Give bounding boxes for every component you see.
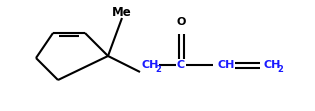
- Text: O: O: [176, 17, 186, 27]
- Text: CH: CH: [218, 60, 235, 70]
- Text: CH: CH: [142, 60, 159, 70]
- Text: 2: 2: [155, 65, 161, 74]
- Text: 2: 2: [277, 65, 283, 74]
- Text: CH: CH: [264, 60, 281, 70]
- Text: C: C: [177, 60, 185, 70]
- Text: Me: Me: [112, 6, 132, 19]
